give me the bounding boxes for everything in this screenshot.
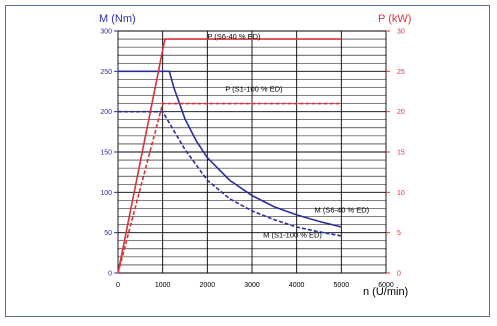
series-p-s1-100-ed [117, 102, 342, 274]
left-axis-tick-label: 0 [108, 271, 112, 278]
x-axis-title: n (U/min) [363, 286, 408, 298]
right-axis-tick-label: 10 [397, 190, 405, 197]
right-axis-title: P (kW) [378, 13, 411, 25]
series-m-s6-40-ed [118, 70, 342, 228]
series-m-s1-100-ed [118, 110, 342, 237]
series-p-s6-40-ed [117, 38, 342, 274]
x-axis-tick-label: 3000 [244, 282, 260, 289]
curve-annotation: P (S1-100 % ED) [225, 85, 283, 94]
grid [117, 30, 387, 274]
left-axis-tick-label: 50 [104, 230, 112, 237]
x-axis-tick-label: 6000 [378, 282, 394, 289]
right-axis-tick-label: 20 [397, 109, 405, 116]
curve-annotation: M (S1-100 % ED) [263, 231, 322, 240]
right-axis-tick-label: 5 [397, 230, 401, 237]
x-axis-tick-label: 5000 [334, 282, 350, 289]
x-axis-tick-label: 1000 [155, 282, 171, 289]
x-axis-tick-label: 4000 [289, 282, 305, 289]
left-axis-tick-label: 250 [100, 69, 112, 76]
right-axis-tick-label: 0 [397, 271, 401, 278]
left-axis-tick-label: 200 [100, 109, 112, 116]
curves [117, 38, 342, 274]
left-axis-title: M (Nm) [99, 13, 136, 25]
right-axis-tick-label: 15 [397, 150, 405, 157]
right-axis-tick-label: 25 [397, 69, 405, 76]
left-axis-tick-label: 300 [100, 29, 112, 36]
curve-annotation: M (S6-40 % ED) [315, 206, 370, 215]
chart-frame: 0 50 100 150 200 250 300 0 5 10 15 20 25 30 0 1000 2000 3… [5, 5, 490, 317]
x-axis-tick-label: 0 [116, 282, 120, 289]
labels: P (S6-40 % ED) P (S1-100 % ED) M (S6-40 % … [207, 32, 369, 239]
right-axis-tick-label: 30 [397, 29, 405, 36]
x-axis-tick-label: 2000 [200, 282, 216, 289]
left-axis-tick-label: 100 [100, 190, 112, 197]
left-axis-tick-label: 150 [100, 150, 112, 157]
curve-annotation: P (S6-40 % ED) [207, 32, 261, 41]
